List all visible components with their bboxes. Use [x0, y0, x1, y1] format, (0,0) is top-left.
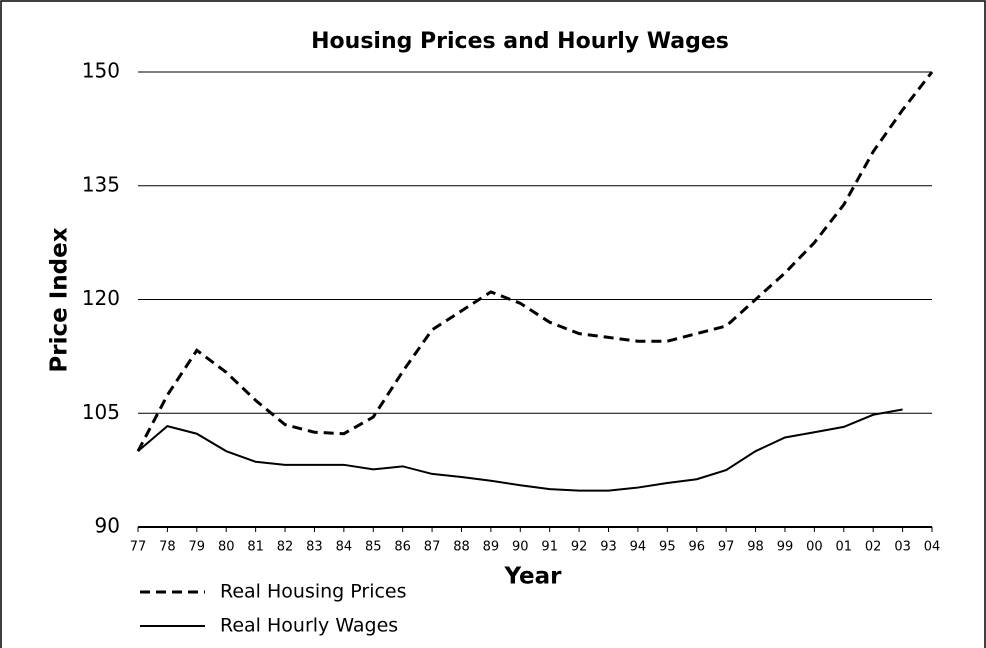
x-tick-label: 00 [806, 540, 823, 555]
x-tick-label: 83 [306, 540, 323, 555]
x-tick-label: 81 [247, 540, 264, 555]
x-tick-label: 79 [189, 540, 206, 555]
x-tick-label: 03 [894, 540, 911, 555]
x-tick-label: 78 [159, 540, 176, 555]
x-tick-label: 86 [394, 540, 411, 555]
legend-label: Real Hourly Wages [220, 615, 398, 637]
y-tick-label: 135 [82, 172, 120, 196]
x-tick-label: 90 [512, 540, 529, 555]
x-tick-label: 85 [365, 540, 382, 555]
x-tick-label: 84 [336, 540, 353, 555]
y-tick-label: 150 [82, 59, 120, 83]
x-tick-label: 02 [865, 540, 882, 555]
x-tick-label: 98 [747, 540, 764, 555]
chart-title: Housing Prices and Hourly Wages [311, 29, 729, 54]
x-tick-label: 77 [130, 540, 147, 555]
y-tick-label: 90 [95, 514, 120, 538]
y-axis-label: Price Index [47, 227, 73, 372]
x-tick-label: 92 [571, 540, 588, 555]
x-tick-label: 97 [718, 540, 735, 555]
x-tick-label: 96 [688, 540, 705, 555]
line-series [137, 408, 903, 492]
y-tick-label: 120 [82, 286, 120, 310]
y-tick-label: 105 [82, 400, 120, 424]
x-axis-label: Year [503, 564, 562, 590]
x-tick-label: 99 [777, 540, 794, 555]
x-tick-label: 95 [659, 540, 676, 555]
x-tick-label: 91 [541, 540, 558, 555]
legend-label: Real Housing Prices [220, 581, 407, 603]
x-tick-label: 82 [277, 540, 294, 555]
x-tick-label: 04 [924, 540, 941, 555]
x-tick-label: 87 [424, 540, 441, 555]
x-tick-label: 88 [453, 540, 470, 555]
x-tick-label: 01 [836, 540, 853, 555]
x-tick-label: 89 [483, 540, 500, 555]
x-tick-label: 94 [630, 540, 647, 555]
x-tick-label: 93 [600, 540, 617, 555]
line-series [136, 71, 934, 452]
x-tick-label: 80 [218, 540, 235, 555]
